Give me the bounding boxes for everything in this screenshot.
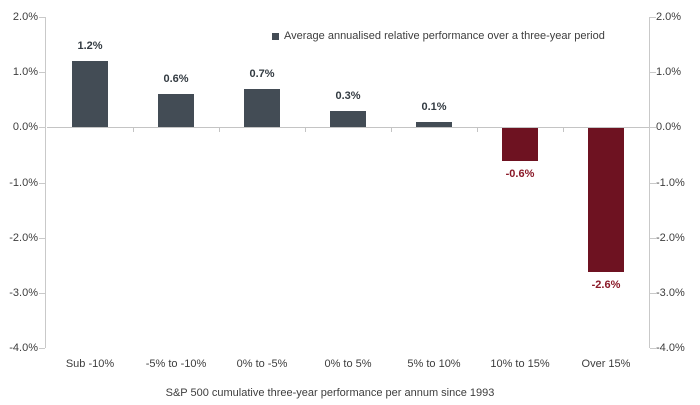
y-tick-left [39, 237, 45, 239]
bar-value-label: -2.6% [591, 278, 621, 291]
y-tick-label-left: -3.0% [9, 286, 38, 299]
bar-value-label: 0.7% [249, 67, 275, 80]
bar [330, 110, 366, 128]
y-tick-right [650, 292, 656, 294]
x-tick-label: 0% to -5% [236, 358, 288, 370]
y-tick-right [650, 72, 656, 74]
bar [244, 88, 280, 128]
chart-legend: Average annualised relative performance … [272, 29, 605, 44]
x-tick-label: Sub -10% [65, 358, 115, 370]
y-tick-left [39, 72, 45, 74]
category-tick [563, 127, 564, 133]
x-tick-label: -5% to -10% [145, 358, 207, 370]
y-tick-left [39, 348, 45, 349]
y-tick-label-right: -1.0% [656, 176, 685, 189]
x-axis-title: S&P 500 cumulative three-year performanc… [165, 387, 495, 399]
zero-line [47, 127, 649, 129]
y-tick-label-right: 2.0% [656, 11, 682, 23]
bar-value-label: -0.6% [505, 168, 535, 181]
bar [158, 94, 194, 128]
y-tick-left [39, 182, 45, 184]
y-tick-right [650, 127, 656, 129]
y-tick-left [39, 127, 45, 129]
y-tick-label-right: -4.0% [656, 342, 685, 354]
y-tick-label-left: 1.0% [12, 66, 38, 79]
y-tick-right [650, 182, 656, 184]
x-tick-label: 5% to 10% [407, 358, 461, 370]
y-tick-label-right: -3.0% [656, 286, 685, 299]
category-tick [391, 127, 392, 133]
bar-value-label: 0.3% [335, 89, 361, 102]
bar-value-label: 0.6% [163, 73, 189, 86]
y-tick-label-left: -2.0% [9, 231, 38, 244]
x-tick-label: 10% to 15% [490, 358, 550, 370]
bar [72, 61, 108, 128]
bar [502, 128, 538, 162]
y-tick-left [39, 17, 45, 18]
bar-value-label: 1.2% [77, 40, 103, 53]
y-tick-right [650, 237, 656, 239]
bar [416, 121, 452, 128]
y-tick-label-left: -4.0% [9, 342, 38, 354]
y-tick-label-left: -1.0% [9, 176, 38, 189]
y-tick-label-right: -2.0% [656, 231, 685, 244]
legend-series-marker-icon [272, 33, 279, 40]
category-tick [477, 127, 478, 133]
y-axis-line-left [45, 17, 46, 348]
y-tick-label-right: 0.0% [656, 121, 682, 134]
category-tick [219, 127, 220, 133]
category-tick [305, 127, 306, 133]
bar [588, 128, 624, 272]
bar-value-label: 0.1% [421, 100, 447, 113]
legend-series-label: Average annualised relative performance … [284, 30, 605, 42]
y-axis-line-right [649, 17, 650, 348]
y-tick-label-left: 0.0% [12, 121, 38, 134]
y-tick-left [39, 292, 45, 294]
y-tick-label-right: 1.0% [656, 66, 682, 79]
category-tick [133, 127, 134, 133]
y-tick-right [650, 348, 656, 349]
y-tick-label-left: 2.0% [12, 11, 38, 23]
x-tick-label: Over 15% [581, 358, 631, 370]
y-tick-right [650, 17, 656, 18]
x-tick-label: 0% to 5% [324, 358, 372, 370]
